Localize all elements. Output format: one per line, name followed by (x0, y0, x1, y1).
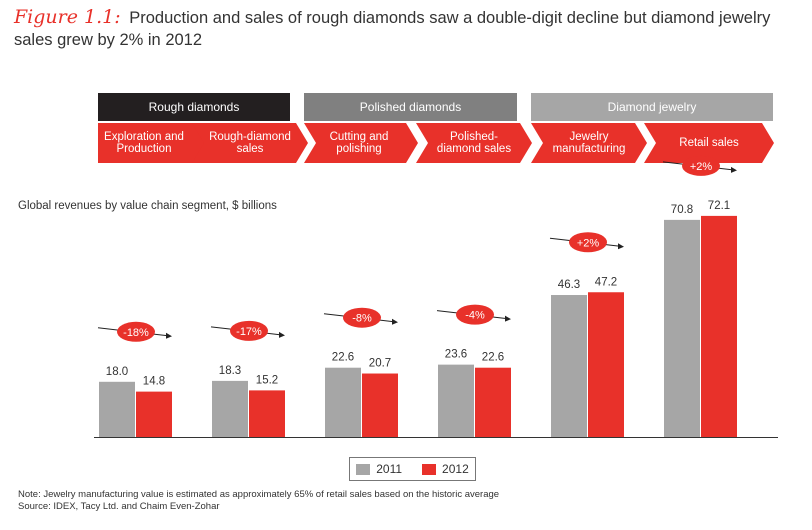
note-text: Note: Jewelry manufacturing value is est… (18, 489, 500, 500)
bar-value-label: 72.1 (708, 200, 730, 212)
trend-arrow-head-icon (279, 331, 285, 338)
bar-value-label: 22.6 (482, 352, 504, 364)
bar-value-label: 23.6 (445, 349, 467, 361)
category-label: Diamond jewelry (607, 100, 697, 114)
chevron-arrow (416, 123, 532, 163)
value-chain-step: Retail sales (644, 123, 774, 163)
bar-value-label: 22.6 (332, 352, 354, 364)
chevron-arrow (304, 123, 418, 163)
change-label: -17% (236, 326, 262, 338)
bar-2011 (664, 219, 700, 437)
step-label: Rough-diamond sales (209, 131, 291, 155)
change-label: -8% (352, 313, 372, 325)
step-label: Cutting and polishing (329, 131, 389, 155)
bar-2012 (588, 292, 624, 437)
bar-2011 (551, 295, 587, 437)
category-polished-diamonds: Polished diamonds (304, 93, 517, 121)
change-badge (456, 304, 494, 325)
category-rough-diamonds: Rough diamonds (98, 93, 290, 121)
category-diamond-jewelry: Diamond jewelry (531, 93, 773, 121)
bar-2012 (701, 215, 737, 437)
step-label: Jewelry manufacturing (552, 131, 626, 155)
legend: 2011 2012 (349, 457, 476, 481)
change-label: -18% (123, 327, 149, 339)
figure-label: Figure 1.1: (14, 6, 121, 28)
value-chain-step: Exploration and Production (98, 123, 212, 163)
chart-subtitle: Global revenues by value chain segment, … (18, 200, 277, 212)
change-badge (230, 320, 268, 341)
category-label: Rough diamonds (148, 100, 240, 114)
bar-value-label: 20.7 (369, 358, 391, 370)
chevron-arrow (531, 123, 647, 163)
step-label: Retail sales (679, 137, 739, 149)
bar-value-label: 70.8 (671, 204, 693, 216)
value-chain-step: Jewelry manufacturing (531, 123, 647, 163)
bar-2012 (475, 367, 511, 437)
legend-swatch-2012 (422, 463, 437, 475)
change-badge (569, 232, 607, 253)
bar-2011 (438, 364, 474, 437)
value-chain-step: Cutting and polishing (304, 123, 418, 163)
bar-value-label: 14.8 (143, 376, 165, 388)
figure-title: Figure 1.1: Production and sales of roug… (14, 6, 804, 51)
bar-2011 (99, 381, 135, 437)
trend-arrow-head-icon (166, 332, 172, 339)
change-badge (682, 155, 720, 176)
legend-label-2012: 2012 (442, 462, 469, 476)
trend-arrow-head-icon (618, 243, 624, 250)
bar-value-label: 46.3 (558, 279, 580, 291)
trend-arrow-head-icon (505, 315, 511, 322)
value-chain-step: Rough-diamond sales (192, 123, 308, 163)
chevron-arrow (192, 123, 308, 163)
source-text: Source: IDEX, Tacy Ltd. and Chaim Even-Z… (18, 501, 220, 512)
trend-arrow-head-icon (731, 166, 737, 173)
bar-2012 (249, 390, 285, 437)
change-label: +2% (577, 237, 600, 249)
chevron-arrow (98, 123, 212, 163)
bar-2011 (325, 367, 361, 437)
bar-value-label: 18.3 (219, 365, 241, 377)
bar-value-label: 15.2 (256, 374, 278, 386)
figure-title-text: Production and sales of rough diamonds s… (14, 9, 771, 49)
bar-value-label: 18.0 (106, 366, 128, 378)
change-label: +2% (690, 161, 713, 173)
step-label: Polished-diamond sales (436, 131, 512, 155)
bar-2011 (212, 380, 248, 437)
bar-2012 (136, 391, 172, 437)
change-badge (117, 321, 155, 342)
value-chain-step: Polished-diamond sales (416, 123, 532, 163)
category-label: Polished diamonds (359, 100, 462, 114)
legend-label-2011: 2011 (376, 462, 403, 476)
bar-value-label: 47.2 (595, 276, 617, 288)
change-label: -4% (465, 310, 485, 322)
step-label: Exploration and Production (104, 131, 184, 155)
change-badge (343, 307, 381, 328)
legend-swatch-2011 (356, 463, 371, 475)
bar-2012 (362, 373, 398, 437)
chevron-arrow (644, 123, 774, 163)
trend-arrow-head-icon (392, 318, 398, 325)
